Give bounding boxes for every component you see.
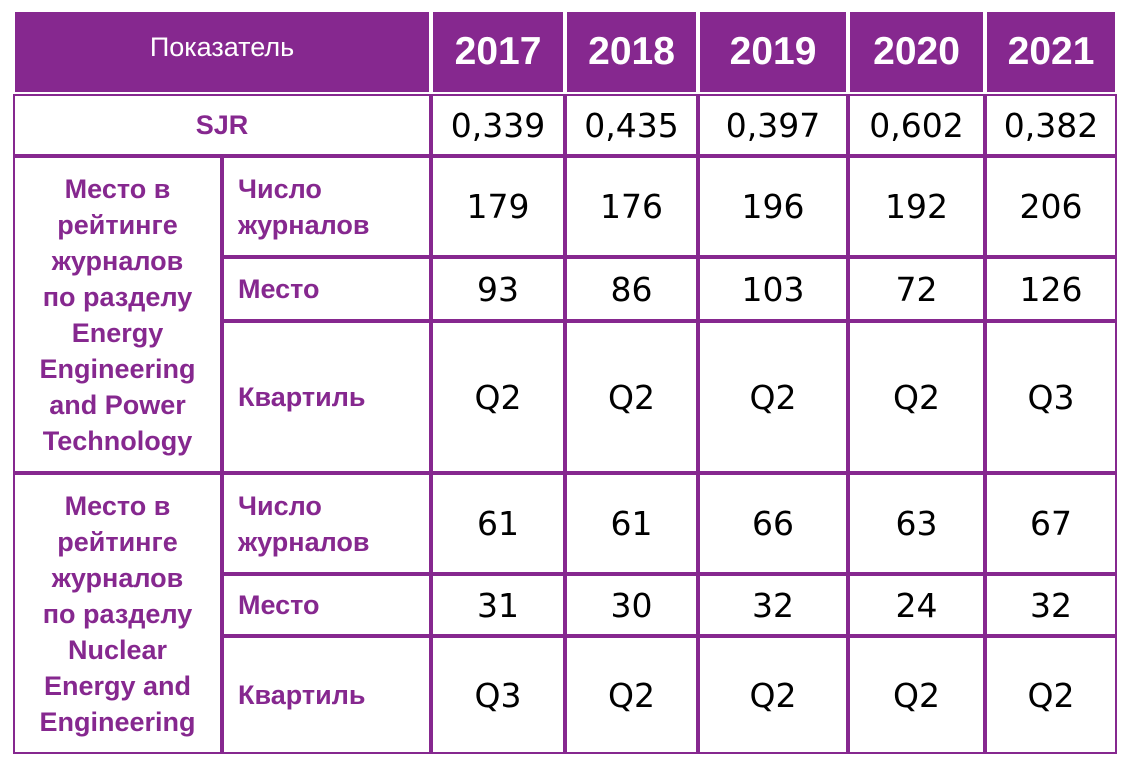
value-cell: 32: [698, 574, 849, 636]
header-row: Показатель 2017 2018 2019 2020 2021: [13, 10, 1118, 94]
sub-label-line: Число: [238, 173, 322, 204]
value-cell: 67: [985, 473, 1118, 574]
group-label-line: Engineering: [39, 353, 196, 384]
value-cell: Q3: [985, 321, 1118, 473]
sjr-value-2017: 0,339: [431, 94, 566, 156]
value-cell: 32: [985, 574, 1118, 636]
energy-place-row: Место 93 86 103 72 126: [13, 257, 1118, 321]
group-label-line: Место в: [64, 490, 171, 521]
sjr-label: SJR: [13, 94, 432, 156]
nuclear-group-label: Место в рейтинге журналов по разделу Nuc…: [13, 473, 222, 754]
sub-label-line: журналов: [238, 526, 370, 557]
value-cell: 196: [698, 156, 849, 257]
value-cell: Q3: [431, 636, 566, 754]
energy-journals-count-row: Место в рейтинге журналов по разделу Ene…: [13, 156, 1118, 473]
value-cell: 179: [431, 156, 566, 257]
group-label-line: and Power: [49, 389, 186, 420]
value-cell: 86: [565, 257, 699, 321]
value-cell: Q2: [985, 636, 1118, 754]
nuclear-place-row: Место 31 30 32 24 32: [13, 574, 1118, 636]
energy-quartile-row: Квартиль Q2 Q2 Q2 Q2 Q3: [13, 321, 1118, 473]
place-label: Место: [222, 574, 432, 636]
year-header-2019: 2019: [698, 10, 849, 94]
year-header-2017: 2017: [431, 10, 566, 94]
sub-label-line: журналов: [238, 209, 370, 240]
journal-rating-table-frame: Показатель 2017 2018 2019 2020 2021 SJR …: [13, 10, 1118, 754]
value-cell: 24: [848, 574, 986, 636]
sub-label-line: Число: [238, 490, 322, 521]
sjr-value-2021: 0,382: [985, 94, 1118, 156]
sjr-value-2018: 0,435: [565, 94, 699, 156]
value-cell: Q2: [698, 321, 849, 473]
year-header-2020: 2020: [848, 10, 986, 94]
quartile-label: Квартиль: [222, 321, 432, 473]
journals-count-label: Число журналов: [222, 473, 432, 574]
value-cell: 63: [848, 473, 986, 574]
group-label-line: по разделу: [42, 598, 193, 629]
sjr-row: SJR 0,339 0,435 0,397 0,602 0,382: [13, 94, 1118, 156]
value-cell: 72: [848, 257, 986, 321]
group-label-line: журналов: [51, 245, 184, 276]
journal-rating-table: Показатель 2017 2018 2019 2020 2021 SJR …: [13, 10, 1118, 754]
value-cell: Q2: [848, 636, 986, 754]
value-cell: Q2: [565, 321, 699, 473]
value-cell: Q2: [565, 636, 699, 754]
value-cell: Q2: [431, 321, 566, 473]
group-label-line: Technology: [42, 425, 193, 456]
group-label-line: рейтинге: [57, 209, 178, 240]
year-header-2021: 2021: [985, 10, 1118, 94]
value-cell: 192: [848, 156, 986, 257]
value-cell: Q2: [698, 636, 849, 754]
value-cell: 61: [431, 473, 566, 574]
value-cell: 66: [698, 473, 849, 574]
energy-group-label: Место в рейтинге журналов по разделу Ene…: [13, 156, 222, 473]
group-label-line: журналов: [51, 562, 184, 593]
value-cell: 93: [431, 257, 566, 321]
value-cell: 103: [698, 257, 849, 321]
value-cell: 61: [565, 473, 699, 574]
place-label: Место: [222, 257, 432, 321]
quartile-label: Квартиль: [222, 636, 432, 754]
group-label-line: Место в: [64, 173, 171, 204]
value-cell: 30: [565, 574, 699, 636]
nuclear-journals-count-row: Место в рейтинге журналов по разделу Nuc…: [13, 473, 1118, 754]
sjr-value-2019: 0,397: [698, 94, 849, 156]
value-cell: Q2: [848, 321, 986, 473]
group-label-line: по разделу: [42, 281, 193, 312]
value-cell: 126: [985, 257, 1118, 321]
value-cell: 31: [431, 574, 566, 636]
year-header-2018: 2018: [565, 10, 699, 94]
value-cell: 176: [565, 156, 699, 257]
group-label-line: рейтинге: [57, 526, 178, 557]
group-label-line: Energy: [71, 317, 164, 348]
group-label-line: Nuclear: [67, 634, 168, 665]
sjr-value-2020: 0,602: [848, 94, 986, 156]
journals-count-label: Число журналов: [222, 156, 432, 257]
value-cell: 206: [985, 156, 1118, 257]
indicator-header: Показатель: [13, 10, 432, 94]
nuclear-quartile-row: Квартиль Q3 Q2 Q2 Q2 Q2: [13, 636, 1118, 754]
group-label-line: Energy and: [43, 670, 192, 701]
group-label-line: Engineering: [39, 706, 196, 737]
